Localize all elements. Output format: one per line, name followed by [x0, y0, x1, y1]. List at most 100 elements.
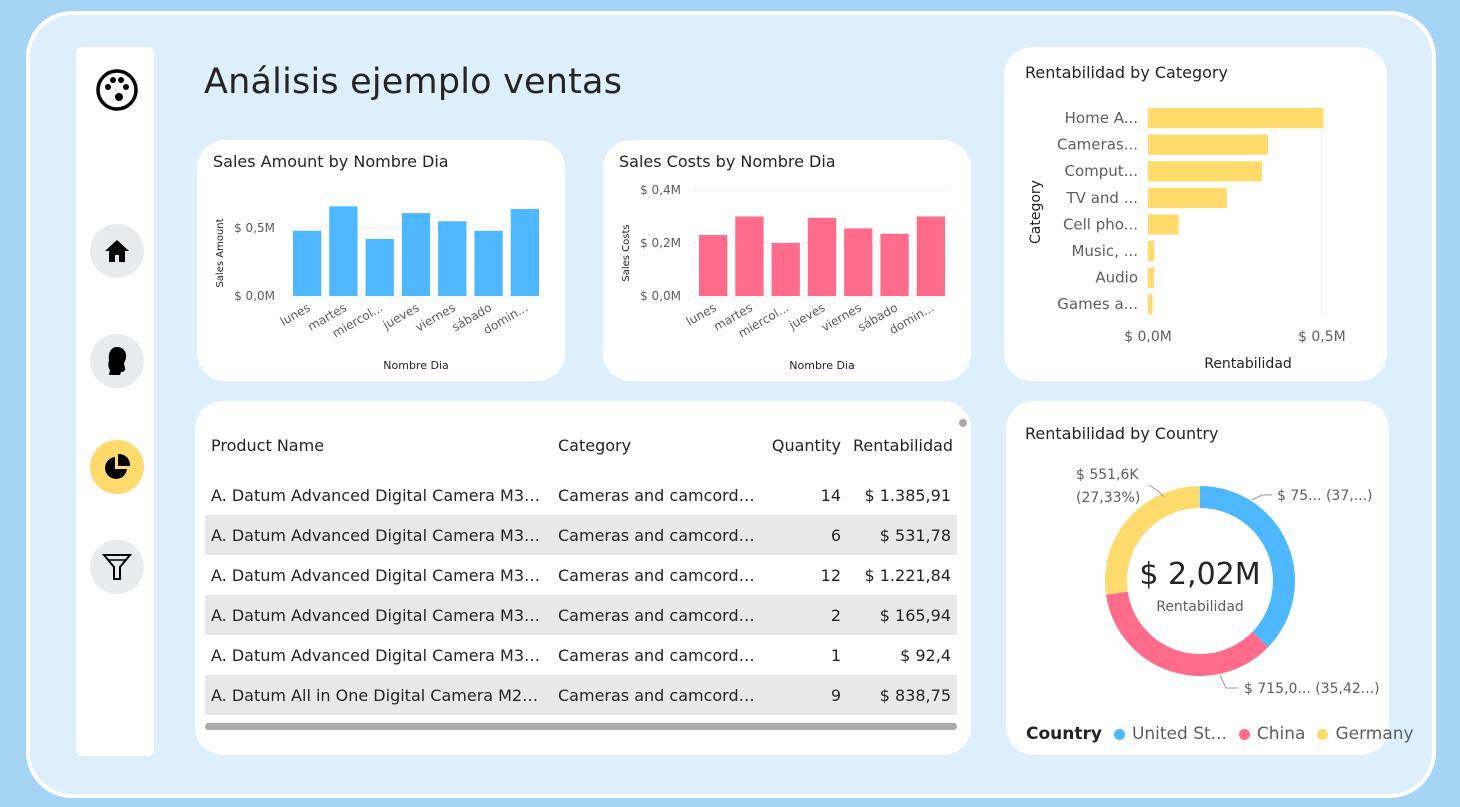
y-tick-label: $ 0,0M	[640, 289, 681, 303]
y-tick-label: Comput...	[1065, 162, 1138, 180]
data-label-china: $ 715,0... (35,42...)	[1244, 681, 1380, 697]
cell-rentabilidad: $ 531,78	[847, 515, 957, 555]
cell-quantity: 2	[765, 595, 847, 635]
legend-swatch-united-states	[1113, 728, 1125, 740]
bar	[401, 213, 431, 296]
nav-charts-button[interactable]	[90, 440, 144, 494]
x-tick-label: viernes	[413, 300, 458, 334]
table-header-row: Product Name Category Quantity Rentabili…	[205, 423, 957, 472]
data-label-united-states: $ 75... (37,...)	[1277, 488, 1373, 504]
bar	[1148, 161, 1263, 182]
table-row[interactable]: A. Datum Advanced Digital Camera M30... …	[205, 515, 957, 555]
nav-home-button[interactable]	[90, 224, 144, 278]
y-tick-label: $ 0,2M	[640, 236, 681, 250]
bar	[365, 238, 394, 296]
cell-rentabilidad: $ 1.221,84	[864, 565, 951, 585]
bar	[1148, 187, 1227, 209]
x-tick-label: $ 0,5M	[1298, 329, 1346, 345]
filter-icon	[102, 554, 132, 580]
cell-rentabilidad: $ 92,4	[900, 645, 951, 665]
cell-quantity: 1	[830, 645, 841, 665]
sales-amount-chart: $ 0,0M$ 0,5Mlunesmartesmiercol...juevesv…	[215, 206, 543, 372]
y-tick-label: $ 0,0M	[234, 289, 275, 303]
rentabilidad-country-chart: $ 551,6K (27,33%) $ 75... (37,...) $ 715…	[1076, 467, 1380, 697]
person-icon	[108, 347, 127, 375]
y-tick-label: Audio	[1095, 269, 1138, 287]
table-row[interactable]: A. Datum Advanced Digital Camera M30... …	[205, 595, 957, 635]
x-axis-title: Nombre Dia	[383, 359, 448, 372]
y-axis-title: Sales Costs	[621, 224, 632, 281]
column-header-category[interactable]: Category	[552, 423, 765, 472]
cell-rentabilidad: $ 1.385,91	[847, 467, 957, 515]
bar	[1148, 294, 1153, 315]
data-label-germany-value: $ 551,6K	[1076, 467, 1139, 483]
column-header-rentabilidad[interactable]: Rentabilidad	[847, 423, 957, 472]
y-tick-label: Home A...	[1065, 109, 1138, 127]
y-tick-label: Games a...	[1057, 295, 1138, 313]
chart-title: Rentabilidad by Category	[1025, 63, 1228, 82]
data-label-germany-percent: (27,33%)	[1076, 490, 1140, 506]
bar	[1148, 241, 1155, 262]
donut-slice-united-states	[1200, 486, 1295, 648]
column-header-quantity[interactable]: Quantity	[765, 423, 847, 472]
leader-line-germany	[1148, 484, 1165, 498]
y-tick-label: $ 0,5M	[234, 221, 275, 235]
legend-item-germany[interactable]: Germany	[1335, 724, 1414, 744]
x-axis-title: Nombre Dia	[789, 359, 854, 372]
chart-title: Sales Costs by Nombre Dia	[619, 152, 836, 171]
pie-chart-icon	[105, 453, 131, 479]
cell-quantity: 12	[820, 565, 841, 585]
cell-quantity: 9	[765, 675, 847, 715]
bar	[438, 221, 467, 296]
cell-category: Cameras and camcorders	[558, 565, 764, 585]
cell-product: A. Datum Advanced Digital Camera M30...	[211, 645, 550, 665]
legend-swatch-germany	[1317, 728, 1329, 740]
bar	[880, 233, 909, 296]
bar	[1148, 214, 1179, 235]
rentabilidad-category-card[interactable]: Rentabilidad by Category $ 0,0M $ 0,5M Hom…	[1004, 47, 1387, 381]
y-axis-title: Category	[1028, 180, 1044, 244]
table-row[interactable]: A. Datum Advanced Digital Camera M30... …	[205, 467, 957, 515]
x-axis-title: Rentabilidad	[1204, 356, 1292, 372]
palette-icon[interactable]	[94, 67, 140, 113]
table-row[interactable]: A. Datum All in One Digital Camera M20..…	[205, 675, 957, 715]
chart-title: Sales Amount by Nombre Dia	[213, 152, 449, 171]
legend-title: Country	[1026, 724, 1102, 744]
page-title: Análisis ejemplo ventas	[204, 62, 623, 102]
donut-slice-germany	[1105, 486, 1200, 595]
bar	[1148, 134, 1268, 155]
nav-person-button[interactable]	[90, 334, 144, 388]
rentabilidad-country-card[interactable]: Rentabilidad by Country $ 551,6K (27,33%…	[1006, 401, 1414, 755]
bar	[698, 235, 728, 296]
rentabilidad-category-chart: $ 0,0M $ 0,5M Home A... Cameras... Comput...…	[1028, 105, 1346, 372]
bar	[771, 243, 800, 296]
donut-center-value: $ 2,02M	[1139, 557, 1260, 592]
cell-product: A. Datum Advanced Digital Camera M30...	[205, 515, 552, 555]
nav-filter-button[interactable]	[90, 540, 144, 594]
sales-costs-card[interactable]: Sales Costs by Nombre Dia $ 0,0M $ 0,2M $ …	[603, 140, 971, 381]
y-tick-label: Music, ...	[1071, 242, 1138, 260]
legend-item-united-states[interactable]: United St...	[1131, 724, 1227, 744]
legend-item-china[interactable]: China	[1256, 724, 1306, 744]
cell-category: Cameras and camcorders	[558, 645, 764, 665]
products-table-card[interactable]: Product Name Category Quantity Rentabili…	[195, 401, 971, 755]
x-tick-label: viernes	[819, 300, 864, 334]
bar	[329, 206, 358, 296]
sales-amount-card[interactable]: Sales Amount by Nombre Dia $ 0,0M $ 0,5M l…	[197, 140, 565, 381]
donut-center-label: Rentabilidad	[1156, 599, 1244, 615]
cell-rentabilidad: $ 838,75	[847, 675, 957, 715]
bar	[735, 216, 764, 296]
cell-product: A. Datum Advanced Digital Camera M30...	[205, 467, 552, 515]
table-row[interactable]: A. Datum Advanced Digital Camera M30... …	[205, 635, 957, 675]
donut-slice-china	[1106, 591, 1269, 676]
bar	[474, 230, 503, 296]
bar	[292, 230, 322, 296]
cell-quantity: 6	[765, 515, 847, 555]
country-legend: Country United St... China Germany	[1026, 724, 1414, 744]
cell-product: A. Datum All in One Digital Camera M20..…	[205, 675, 552, 715]
vertical-scrollbar[interactable]	[959, 419, 967, 427]
y-tick-label: $ 0,4M	[640, 183, 681, 197]
column-header-product[interactable]: Product Name	[205, 423, 552, 472]
horizontal-scrollbar[interactable]	[205, 723, 957, 730]
table-row[interactable]: A. Datum Advanced Digital Camera M30... …	[205, 555, 957, 595]
